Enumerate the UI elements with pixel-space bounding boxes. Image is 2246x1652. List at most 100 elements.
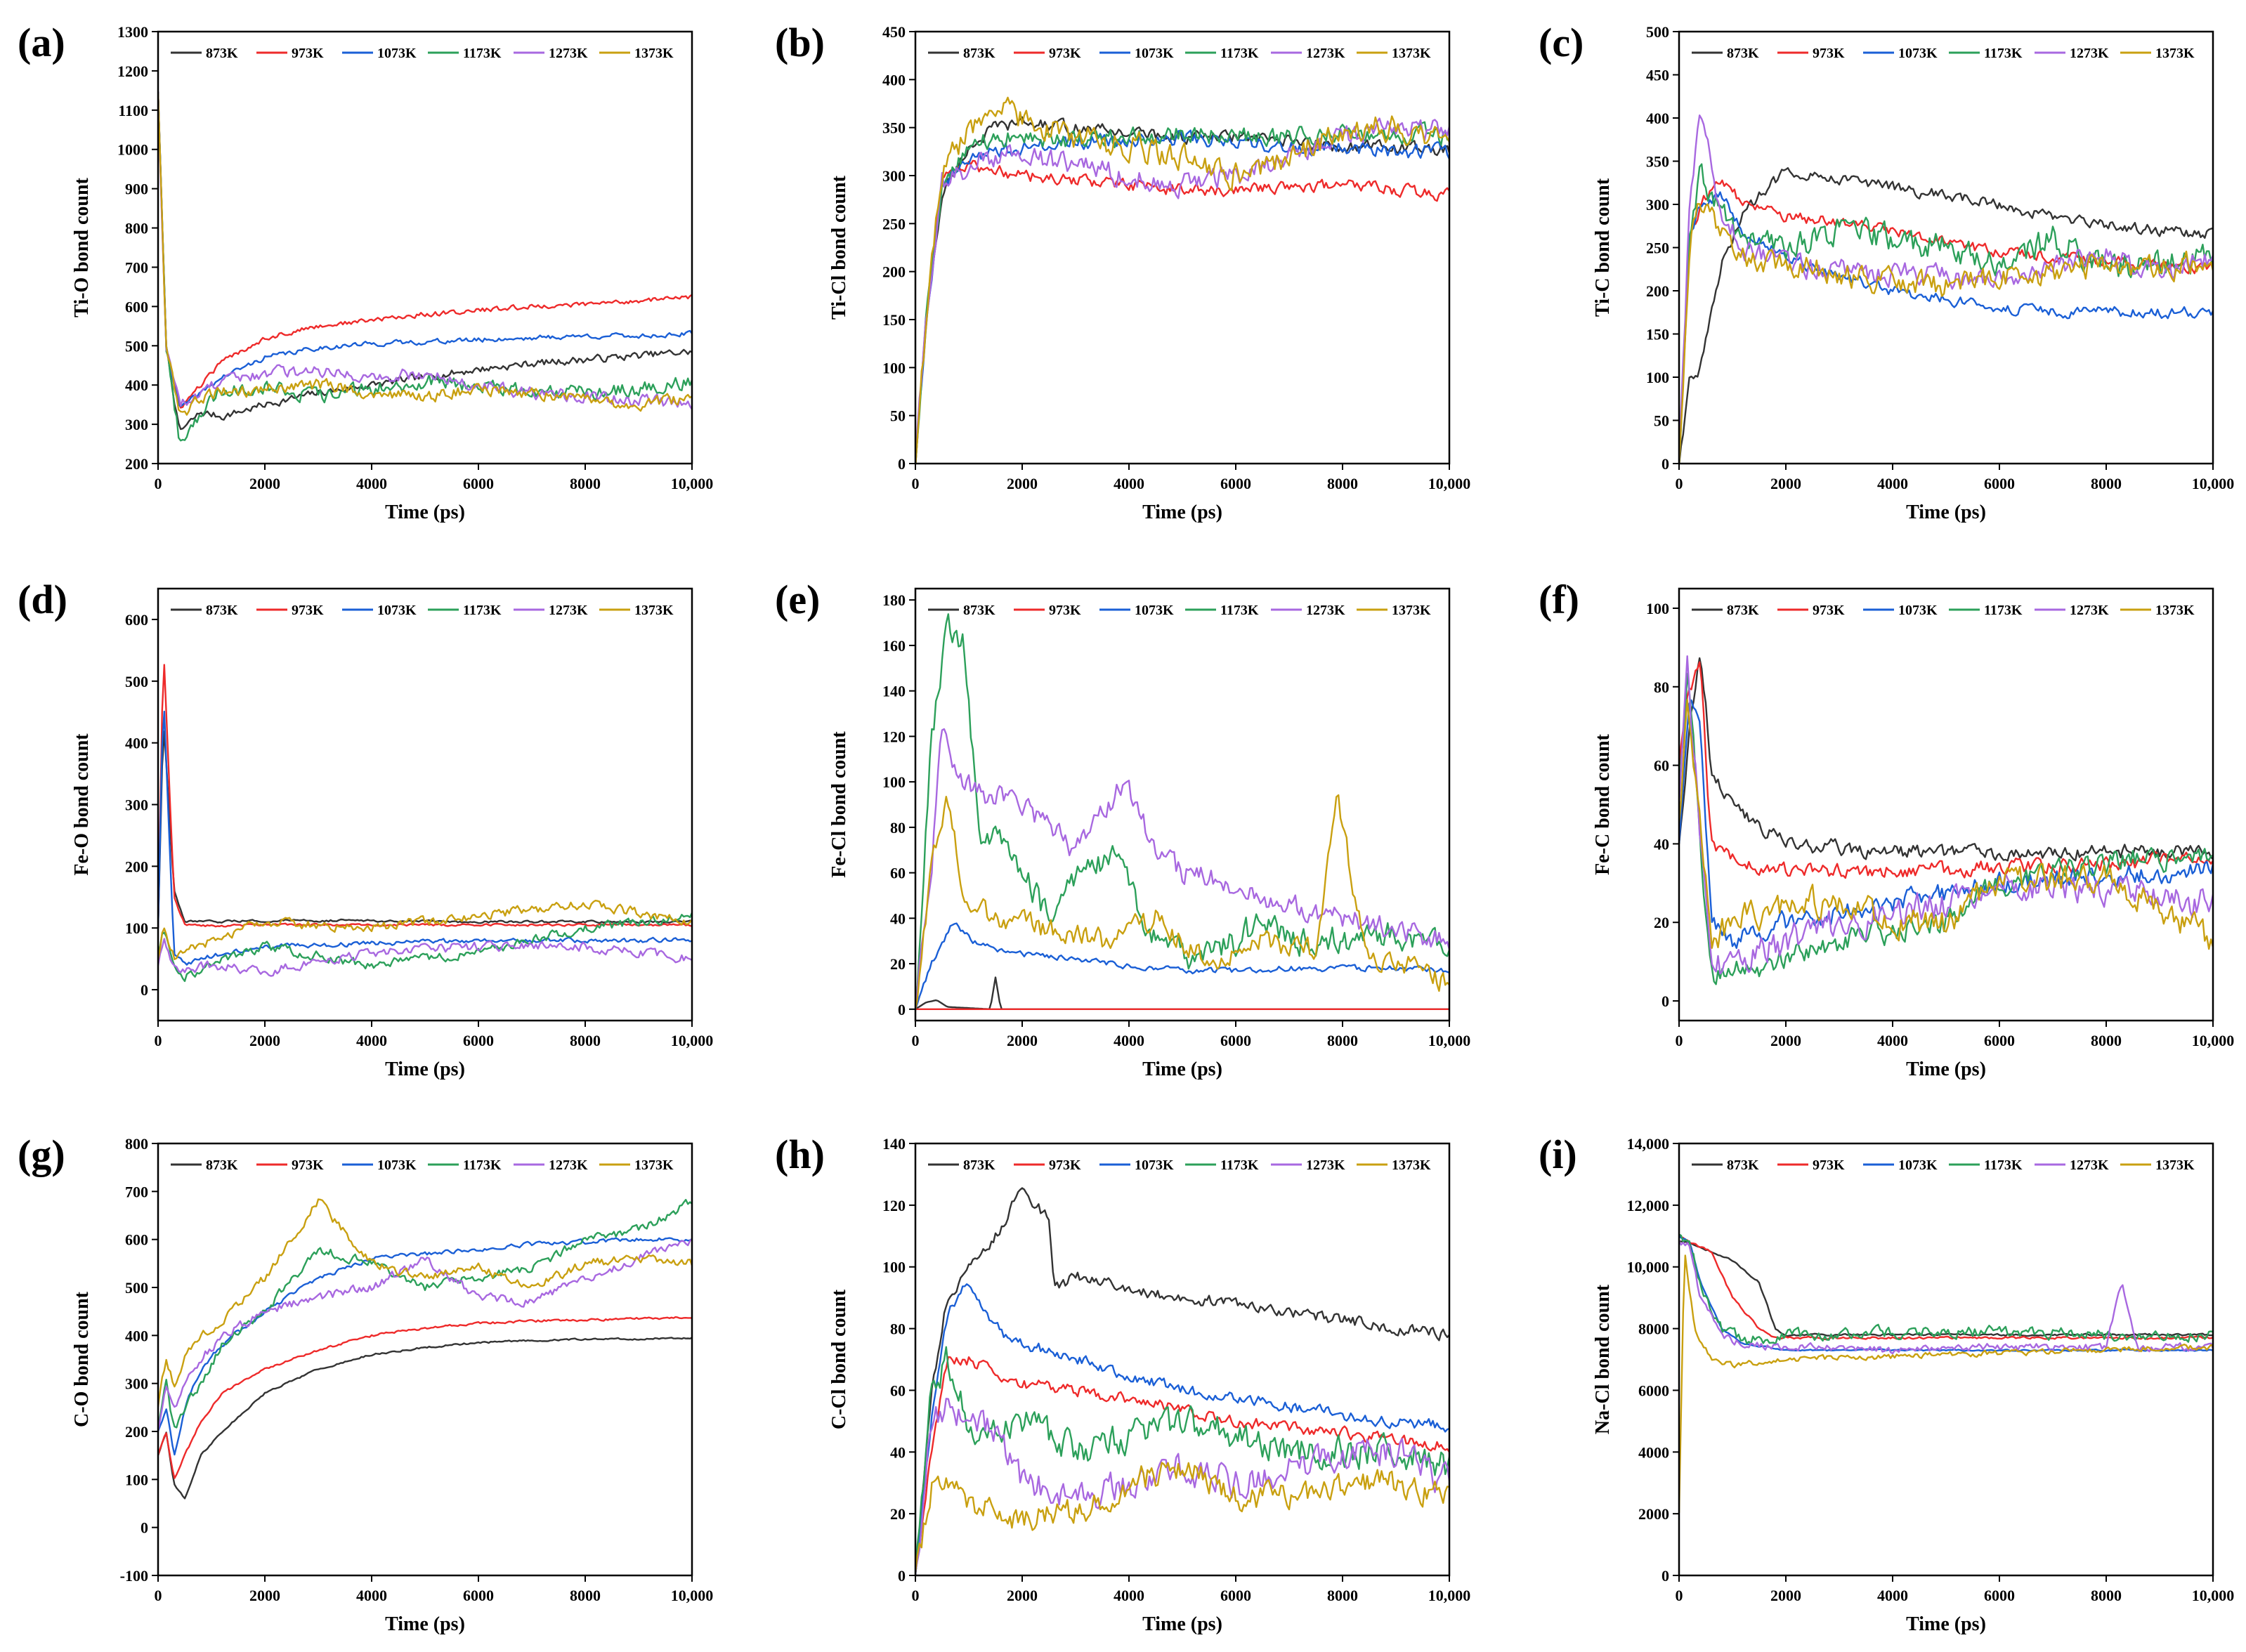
x-tick-label-h: 2000 (1007, 1587, 1038, 1604)
y-tick-label-d: 600 (125, 611, 148, 629)
legend-label-e-873k: 873K (963, 603, 995, 618)
series-line-h-973k (915, 1356, 1449, 1575)
x-tick-label-c: 6000 (1984, 475, 2015, 492)
y-tick-label-a: 900 (125, 181, 148, 198)
y-tick-label-b: 200 (882, 263, 906, 281)
y-tick-label-a: 200 (125, 455, 148, 473)
panel-c: (c) 0 2000 4000 6000 8000 10,000 0 50 100 150 200 25… (1539, 20, 2234, 523)
y-tick-label-b: 450 (882, 23, 906, 41)
series-line-a-973k (158, 91, 692, 409)
x-axis-label-a: Time (ps) (385, 501, 465, 523)
series-line-d-1273k (158, 938, 692, 977)
legend-label-h-1173k: 1173K (1220, 1158, 1259, 1173)
legend-label-i-1373k: 1373K (2155, 1158, 2195, 1173)
y-tick-label-c: 500 (1646, 23, 1669, 41)
series-line-f-873k (1679, 657, 2213, 862)
series-line-a-1273k (158, 93, 692, 410)
series-line-g-1373k (158, 1198, 692, 1408)
x-tick-label-f: 6000 (1984, 1032, 2015, 1049)
series-line-d-1173k (158, 912, 692, 983)
legend-label-h-873k: 873K (963, 1158, 995, 1173)
y-axis-label-i: Na-Cl bond count (1592, 1284, 1614, 1434)
panel-i: (i) 0 2000 4000 6000 8000 10,000 0 2000 4000 6000 8… (1539, 1132, 2234, 1635)
series-line-c-1373k (1679, 203, 2213, 464)
series-line-h-873k (915, 1187, 1449, 1575)
y-tick-label-f: 80 (1654, 678, 1669, 696)
series-line-b-873k (915, 116, 1449, 464)
x-axis-label-d: Time (ps) (385, 1058, 465, 1080)
y-tick-label-c: 100 (1646, 369, 1669, 386)
panel-label-i: (i) (1539, 1132, 1577, 1177)
y-tick-label-c: 300 (1646, 196, 1669, 214)
legend-label-c-1373k: 1373K (2155, 46, 2195, 61)
legend-label-g-1173k: 1173K (463, 1158, 502, 1173)
x-tick-label-e: 10,000 (1428, 1032, 1471, 1049)
panel-label-c: (c) (1539, 20, 1584, 65)
legend-label-d-1173k: 1173K (463, 603, 502, 618)
legend-label-f-1373k: 1373K (2155, 603, 2195, 618)
x-tick-label-b: 10,000 (1428, 475, 1471, 492)
y-tick-label-e: 40 (890, 910, 906, 927)
series-line-h-1373k (915, 1462, 1449, 1573)
series-line-d-1373k (158, 899, 692, 961)
y-axis-label-f: Fe-C bond count (1592, 733, 1614, 874)
legend-label-a-973k: 973K (292, 46, 324, 61)
x-tick-label-e: 8000 (1327, 1032, 1358, 1049)
legend-label-c-973k: 973K (1813, 46, 1845, 61)
legend-label-g-1373k: 1373K (634, 1158, 674, 1173)
y-tick-label-b: 350 (882, 119, 906, 137)
legend-label-e-973k: 973K (1049, 603, 1081, 618)
series-line-i-1373k (1679, 1254, 2213, 1513)
series-group-i (1679, 1233, 2213, 1513)
y-axis-label-a: Ti-O bond count (71, 177, 93, 317)
legend-a: 873K 973K 1073K 1173K 1273K 1373K (171, 46, 674, 61)
legend-label-a-873k: 873K (206, 46, 238, 61)
x-tick-label-c: 4000 (1877, 475, 1908, 492)
series-line-e-1373k (915, 794, 1449, 1010)
legend-label-h-973k: 973K (1049, 1158, 1081, 1173)
legend-label-f-1173k: 1173K (1984, 603, 2023, 618)
series-line-a-1173k (158, 93, 692, 442)
x-tick-label-c: 2000 (1770, 475, 1801, 492)
series-line-i-1173k (1679, 1233, 2213, 1345)
series-line-e-1173k (915, 613, 1449, 1011)
x-tick-label-h: 10,000 (1428, 1587, 1471, 1604)
y-tick-label-a: 400 (125, 376, 148, 394)
series-line-d-1073k (158, 710, 692, 966)
y-tick-label-b: 250 (882, 215, 906, 232)
x-tick-label-b: 4000 (1114, 475, 1144, 492)
series-line-b-973k (915, 159, 1449, 464)
series-line-a-1373k (158, 93, 692, 416)
y-tick-label-e: 140 (882, 683, 906, 700)
legend-label-g-1273k: 1273K (549, 1158, 588, 1173)
y-tick-label-b: 150 (882, 311, 906, 329)
x-tick-label-d: 4000 (356, 1032, 387, 1049)
y-axis-label-b: Ti-Cl bond count (828, 175, 850, 320)
legend-label-d-1073k: 1073K (377, 603, 417, 618)
x-tick-label-i: 0 (1676, 1587, 1683, 1604)
y-tick-label-f: 60 (1654, 757, 1669, 775)
x-tick-label-a: 10,000 (671, 475, 714, 492)
legend-label-f-973k: 973K (1813, 603, 1845, 618)
x-axis-label-i: Time (ps) (1906, 1613, 1986, 1635)
y-tick-label-i: 6000 (1638, 1382, 1669, 1399)
series-group-g (158, 1198, 692, 1500)
y-tick-label-a: 600 (125, 298, 148, 315)
y-tick-label-g: 200 (125, 1423, 148, 1441)
x-tick-label-c: 10,000 (2192, 475, 2235, 492)
series-line-g-1273k (158, 1238, 692, 1431)
y-axis-label-g: C-O bond count (71, 1291, 93, 1427)
y-tick-label-d: 0 (141, 981, 148, 999)
series-line-f-973k (1679, 661, 2213, 879)
y-tick-label-a: 1300 (117, 23, 148, 41)
legend-label-c-873k: 873K (1727, 46, 1759, 61)
series-group-a (158, 91, 692, 442)
x-tick-label-d: 8000 (570, 1032, 601, 1049)
series-line-b-1173k (915, 121, 1449, 464)
y-tick-label-g: 0 (141, 1519, 148, 1537)
legend-label-d-1273k: 1273K (549, 603, 588, 618)
x-tick-label-b: 0 (912, 475, 920, 492)
legend-label-d-973k: 973K (292, 603, 324, 618)
legend-label-g-973k: 973K (292, 1158, 324, 1173)
x-tick-label-g: 8000 (570, 1587, 601, 1604)
